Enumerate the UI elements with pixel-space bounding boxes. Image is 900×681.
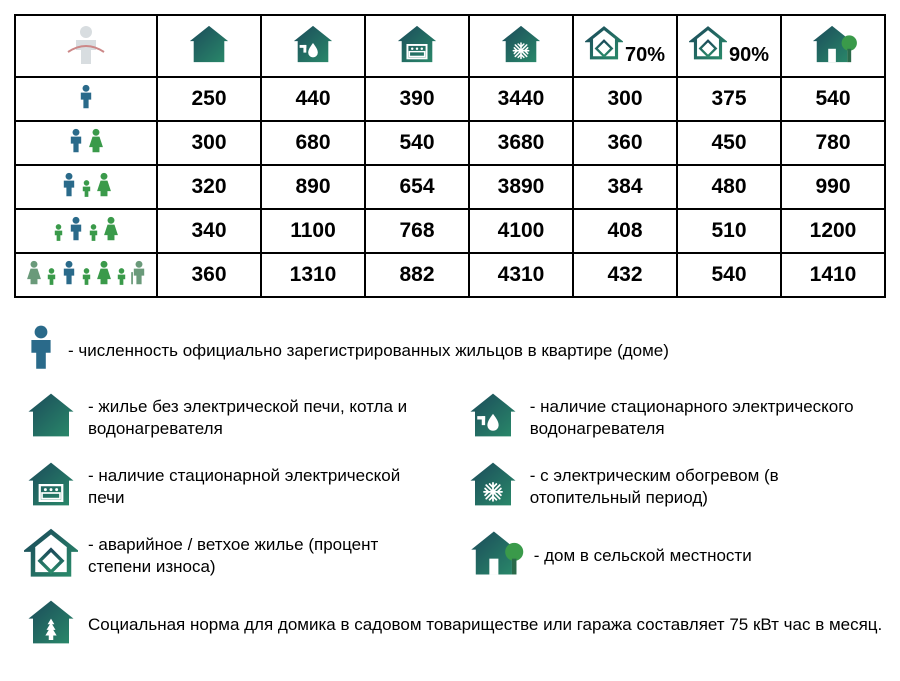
house-rural-icon	[466, 527, 524, 584]
table-row: 320 890 654 3890 384 480 990	[15, 165, 885, 209]
legend-text: - численность официально зарегистрирован…	[68, 340, 669, 361]
row-people-4	[15, 209, 157, 253]
cell: 250	[157, 77, 261, 121]
legend-house-snow: - с электрическим обогревом (в отопитель…	[466, 458, 880, 515]
cell: 882	[365, 253, 469, 297]
legend-person: - численность официально зарегистрирован…	[24, 324, 886, 377]
legend-house-stove: - наличие стационарной электрической печ…	[24, 458, 438, 515]
cell: 432	[573, 253, 677, 297]
header-people-icon	[15, 15, 157, 77]
cell: 768	[365, 209, 469, 253]
person-icon	[24, 324, 58, 377]
cell: 3680	[469, 121, 573, 165]
row-people-2	[15, 121, 157, 165]
cell: 300	[573, 77, 677, 121]
cell: 4310	[469, 253, 573, 297]
cell: 1310	[261, 253, 365, 297]
cell: 654	[365, 165, 469, 209]
header-house-stove-icon	[365, 15, 469, 77]
cell: 450	[677, 121, 781, 165]
legend-house-plain: - жилье без электрической печи, котла и …	[24, 389, 438, 446]
tariff-table: 70% 90% 250 440 390 3440 300 375 540 300…	[14, 14, 886, 298]
legend-house-garden: Социальная норма для домика в садовом то…	[24, 596, 886, 653]
header-house-plain-icon	[157, 15, 261, 77]
cell: 780	[781, 121, 885, 165]
cell: 360	[573, 121, 677, 165]
cell: 680	[261, 121, 365, 165]
cell: 360	[157, 253, 261, 297]
cell: 3890	[469, 165, 573, 209]
cell: 300	[157, 121, 261, 165]
legend-text: - с электрическим обогревом (в отопитель…	[530, 465, 880, 508]
header-house-snow-icon	[469, 15, 573, 77]
pct-90-label: 90%	[729, 44, 769, 66]
row-people-3	[15, 165, 157, 209]
legend-text: - жилье без электрической печи, котла и …	[88, 396, 438, 439]
cell: 510	[677, 209, 781, 253]
cell: 1200	[781, 209, 885, 253]
cell: 408	[573, 209, 677, 253]
legend-house-rural: - дом в сельской местности	[466, 527, 880, 584]
cell: 890	[261, 165, 365, 209]
legend-text: Социальная норма для домика в садовом то…	[88, 614, 882, 635]
header-house-water-icon	[261, 15, 365, 77]
cell: 440	[261, 77, 365, 121]
pct-70-label: 70%	[625, 44, 665, 66]
cell: 540	[781, 77, 885, 121]
cell: 4100	[469, 209, 573, 253]
legend-house-water: - наличие стационарного электрического в…	[466, 389, 880, 446]
cell: 540	[365, 121, 469, 165]
house-water-icon	[466, 389, 520, 446]
house-stove-icon	[24, 458, 78, 515]
cell: 480	[677, 165, 781, 209]
header-house-worn-70: 70%	[573, 15, 677, 77]
cell: 1100	[261, 209, 365, 253]
legend-text: - аварийное / ветхое жилье (процент степ…	[88, 534, 438, 577]
cell: 340	[157, 209, 261, 253]
cell: 320	[157, 165, 261, 209]
legend: - численность официально зарегистрирован…	[14, 324, 886, 653]
cell: 3440	[469, 77, 573, 121]
legend-house-worn: - аварийное / ветхое жилье (процент степ…	[24, 527, 438, 584]
house-plain-icon	[24, 389, 78, 446]
cell: 384	[573, 165, 677, 209]
legend-text: - наличие стационарного электрического в…	[530, 396, 880, 439]
row-people-1	[15, 77, 157, 121]
cell: 540	[677, 253, 781, 297]
cell: 390	[365, 77, 469, 121]
cell: 375	[677, 77, 781, 121]
house-worn-icon	[24, 527, 78, 584]
header-house-rural-icon	[781, 15, 885, 77]
table-row: 300 680 540 3680 360 450 780	[15, 121, 885, 165]
cell: 990	[781, 165, 885, 209]
house-snow-icon	[466, 458, 520, 515]
table-row: 360 1310 882 4310 432 540 1410	[15, 253, 885, 297]
cell: 1410	[781, 253, 885, 297]
table-row: 250 440 390 3440 300 375 540	[15, 77, 885, 121]
house-garden-icon	[24, 596, 78, 653]
header-house-worn-90: 90%	[677, 15, 781, 77]
table-row: 340 1100 768 4100 408 510 1200	[15, 209, 885, 253]
legend-text: - дом в сельской местности	[534, 545, 752, 566]
legend-text: - наличие стационарной электрической печ…	[88, 465, 438, 508]
row-people-5plus	[15, 253, 157, 297]
